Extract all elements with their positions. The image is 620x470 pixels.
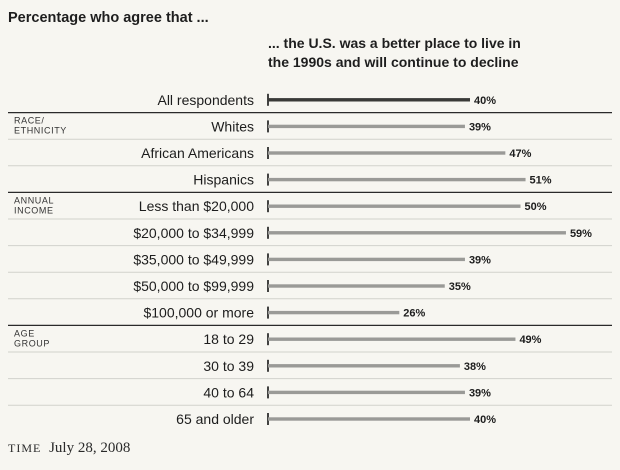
value-label-hispanics: 51%: [530, 175, 552, 187]
value-label-30-to-39: 38%: [464, 361, 486, 373]
value-label-40-to-64: 39%: [469, 387, 491, 399]
category-label-all-respondents: All respondents: [157, 92, 254, 108]
bar-whites: [268, 124, 465, 129]
bar-65-and-older: [268, 417, 470, 421]
bar-all-respondents: [268, 98, 470, 102]
group-label-1-2: ETHNICITY: [14, 126, 67, 136]
value-label-18-to-29: 49%: [519, 334, 541, 346]
bar-35-000-to-49-999: [268, 257, 465, 262]
value-label-african-americans: 47%: [509, 148, 531, 160]
group-label-1-1: RACE/: [14, 116, 45, 126]
bar-african-americans: [268, 151, 506, 155]
value-label-all-respondents: 40%: [474, 95, 496, 107]
footer: TIME July 28, 2008: [8, 440, 130, 457]
question-text: ... the U.S. was a better place to live …: [268, 34, 568, 72]
group-label-2-1: ANNUAL: [14, 195, 54, 205]
category-label-40-to-64: 40 to 64: [203, 384, 254, 400]
category-label-20-000-to-34-999: $20,000 to $34,999: [133, 225, 254, 241]
category-label-35-000-to-49-999: $35,000 to $49,999: [133, 251, 254, 267]
category-label-hispanics: Hispanics: [193, 172, 254, 188]
bar-50-000-to-99-999: [268, 284, 445, 288]
category-label-less-than-20-000: Less than $20,000: [139, 198, 254, 214]
value-label-20-000-to-34-999: 59%: [570, 228, 592, 240]
value-label-50-000-to-99-999: 35%: [449, 281, 471, 293]
group-label-2-2: INCOME: [14, 205, 54, 215]
value-label-100-000-or-more: 26%: [403, 308, 425, 320]
question-line-2: the 1990s and will continue to decline: [268, 54, 519, 70]
value-label-35-000-to-49-999: 39%: [469, 254, 491, 266]
bar-hispanics: [268, 177, 526, 182]
bar-30-to-39: [268, 364, 460, 368]
bar-40-to-64: [268, 390, 465, 395]
category-label-50-000-to-99-999: $50,000 to $99,999: [133, 278, 254, 294]
value-label-65-and-older: 40%: [474, 414, 496, 426]
value-label-whites: 39%: [469, 121, 491, 133]
group-label-3-1: AGE: [14, 328, 35, 338]
category-label-african-americans: African Americans: [141, 145, 254, 161]
bar-100-000-or-more: [268, 310, 400, 315]
bar-less-than-20-000: [268, 204, 521, 208]
category-label-100-000-or-more: $100,000 or more: [143, 305, 254, 321]
question-line-1: ... the U.S. was a better place to live …: [268, 35, 521, 51]
chart-heading: Percentage who agree that ...: [8, 10, 209, 26]
category-label-65-and-older: 65 and older: [176, 411, 254, 427]
group-label-3-2: GROUP: [14, 338, 50, 348]
value-label-less-than-20-000: 50%: [525, 201, 547, 213]
publication-name: TIME: [8, 441, 42, 455]
bar-20-000-to-34-999: [268, 231, 566, 235]
bar-18-to-29: [268, 337, 516, 341]
category-label-30-to-39: 30 to 39: [203, 358, 254, 374]
category-label-18-to-29: 18 to 29: [203, 331, 254, 347]
publication-date: July 28, 2008: [49, 440, 131, 456]
category-label-whites: Whites: [211, 118, 254, 134]
